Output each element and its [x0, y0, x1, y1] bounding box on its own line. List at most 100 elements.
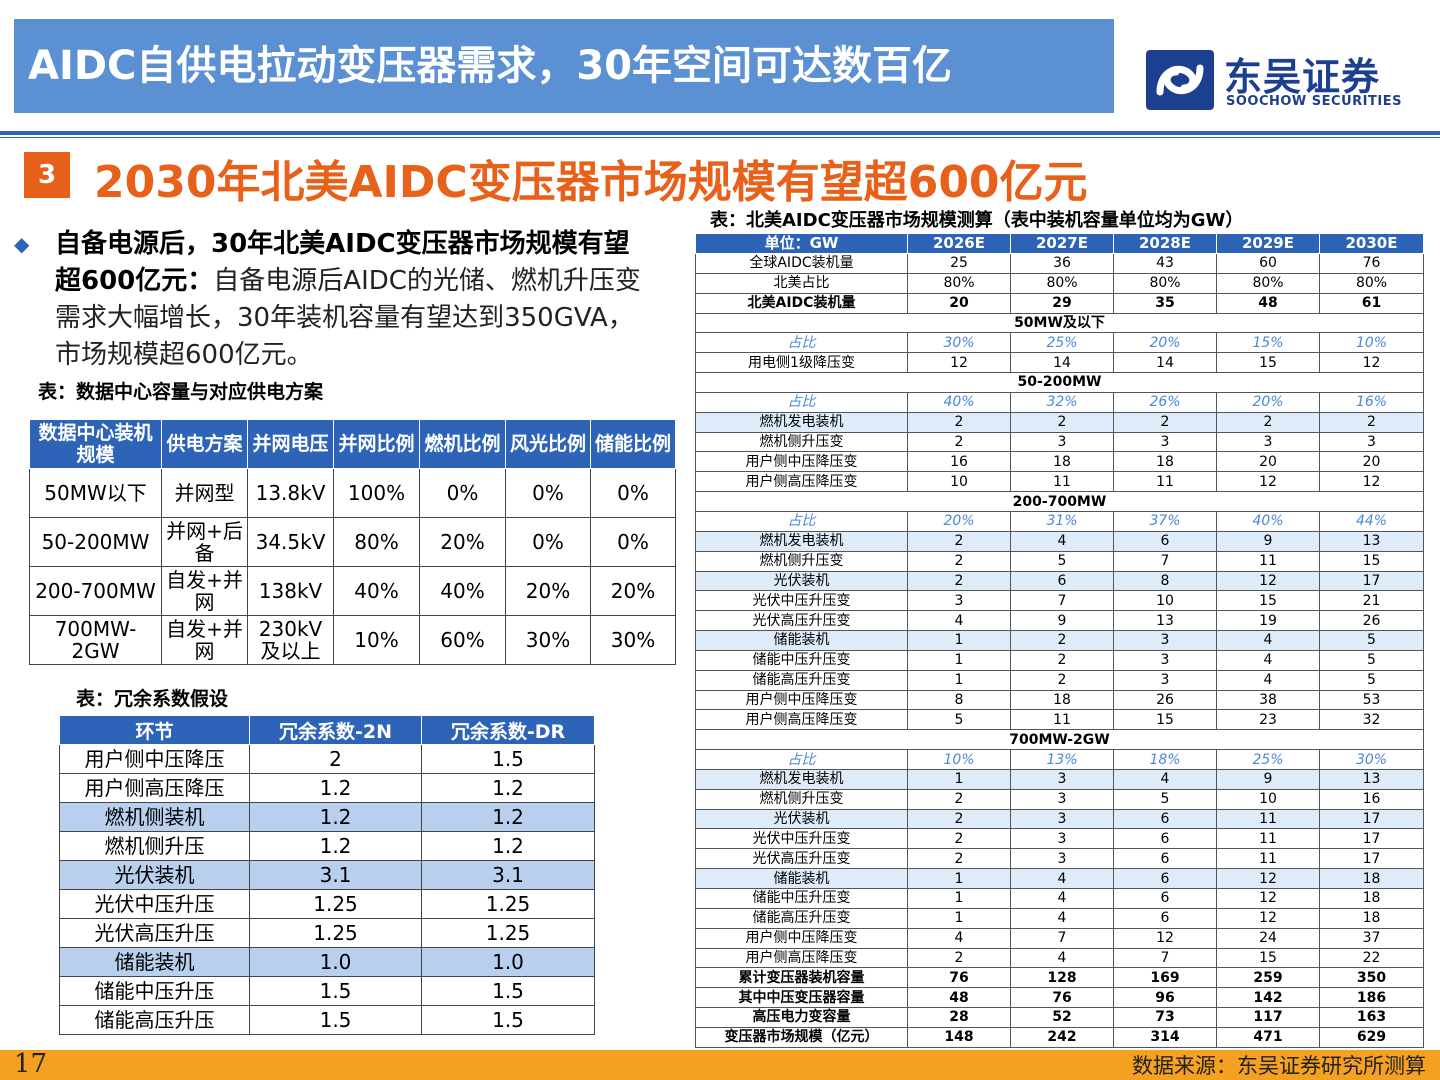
market-cell: 80% — [1113, 272, 1217, 294]
market-cell: 96 — [1113, 987, 1217, 1009]
table-row: 光伏装机 2 6 8 12 17 — [695, 570, 1424, 592]
redundancy-cell: 1.0 — [249, 947, 422, 977]
market-cell: 占比 — [695, 332, 908, 354]
table-row: 占比 40% 32% 26% 20% 16% — [695, 391, 1424, 413]
market-cell: 5 — [1319, 669, 1424, 691]
market-cell: 18 — [1319, 868, 1424, 889]
market-cell: 5 — [1010, 550, 1114, 572]
market-cell: 用户侧高压降压变 — [695, 471, 908, 493]
market-cell: 23 — [1216, 709, 1320, 731]
market-cell: 12 — [1216, 868, 1320, 889]
table-row: 储能高压升压 1.5 1.5 — [59, 1005, 595, 1035]
market-table-caption: 表：北美AIDC变压器市场规模测算（表中装机容量单位均为GW） — [710, 210, 1244, 231]
summary-paragraph: 自备电源后，30年北美AIDC变压器市场规模有望超600亿元：自备电源后AIDC… — [55, 226, 655, 374]
market-cell: 用户侧高压降压变 — [695, 709, 908, 731]
market-cell: 30% — [907, 332, 1011, 354]
market-cell: 变压器市场规模（亿元） — [695, 1026, 908, 1048]
supply-cell: 230kV及以上 — [247, 615, 334, 665]
market-cell: 1 — [907, 768, 1011, 790]
market-cell: 累计变压器装机容量 — [695, 967, 908, 989]
redundancy-cell: 光伏装机 — [59, 860, 250, 890]
table-row: 高压电力变容量 28 52 73 117 163 — [695, 1007, 1424, 1028]
market-cell: 2 — [1010, 649, 1114, 671]
market-cell: 48 — [1216, 292, 1320, 314]
supply-cell: 0% — [505, 468, 591, 518]
market-cell: 光伏高压升压变 — [695, 848, 908, 870]
market-cell: 10% — [1319, 332, 1424, 354]
market-cell: 13 — [1319, 768, 1424, 790]
market-cell: 2 — [907, 550, 1011, 572]
market-cell: 80% — [1216, 272, 1320, 294]
market-cell: 燃机侧升压变 — [695, 550, 908, 572]
market-cell: 13 — [1113, 610, 1217, 632]
market-cell: 3 — [1010, 768, 1114, 790]
soochow-logo-icon — [1146, 50, 1214, 110]
market-header-cell: 2027E — [1010, 233, 1114, 254]
supply-header-cell: 储能比例 — [590, 419, 676, 469]
section-title: 2030年北美AIDC变压器市场规模有望超600亿元 — [94, 157, 1088, 208]
table-row: 用户侧高压降压变 10 11 11 12 12 — [695, 471, 1424, 493]
redundancy-header-cell: 冗余系数-DR — [421, 715, 595, 745]
market-section-label: 50MW及以下 — [695, 312, 1424, 334]
market-cell: 2 — [907, 788, 1011, 810]
market-cell: 7 — [1113, 550, 1217, 572]
market-cell: 2 — [1010, 630, 1114, 651]
market-cell: 35 — [1113, 292, 1217, 314]
table-row: 50-200MW — [695, 372, 1424, 393]
table-row: 储能高压升压变 1 4 6 12 18 — [695, 907, 1424, 929]
market-cell: 2 — [1010, 669, 1114, 691]
market-cell: 18 — [1113, 451, 1217, 473]
market-cell: 15 — [1216, 947, 1320, 969]
table-row: 其中中压变压器容量 48 76 96 142 186 — [695, 987, 1424, 1009]
market-cell: 25% — [1216, 749, 1320, 770]
market-cell: 128 — [1010, 967, 1114, 989]
market-cell: 8 — [907, 689, 1011, 711]
market-cell: 用户侧中压降压变 — [695, 451, 908, 473]
logo-english-name: SOOCHOW SECURITIES — [1226, 94, 1402, 109]
market-cell: 2 — [907, 848, 1011, 870]
redundancy-header-cell: 环节 — [59, 715, 250, 745]
market-cell: 10 — [1113, 590, 1217, 612]
market-cell: 12 — [1319, 471, 1424, 493]
redundancy-cell: 1.5 — [421, 1005, 595, 1035]
market-cell: 30% — [1319, 749, 1424, 770]
market-cell: 光伏中压升压变 — [695, 828, 908, 850]
market-cell: 26 — [1319, 610, 1424, 632]
market-cell: 2 — [1216, 411, 1320, 433]
market-cell: 6 — [1113, 808, 1217, 830]
supply-header-cell: 并网电压 — [247, 419, 334, 469]
market-cell: 26 — [1113, 689, 1217, 711]
table-row: 储能装机 1 2 3 4 5 — [695, 630, 1424, 651]
redundancy-cell: 1.5 — [249, 976, 422, 1006]
market-header-cell: 2030E — [1319, 233, 1424, 254]
table-row: 储能中压升压 1.5 1.5 — [59, 976, 595, 1006]
market-cell: 15 — [1216, 352, 1320, 374]
supply-header-cell: 燃机比例 — [419, 419, 506, 469]
market-cell: 36 — [1010, 253, 1114, 274]
market-cell: 3 — [1216, 431, 1320, 453]
market-cell: 燃机侧升压变 — [695, 431, 908, 453]
market-cell: 3 — [1010, 808, 1114, 830]
market-cell: 61 — [1319, 292, 1424, 314]
market-cell: 10 — [907, 471, 1011, 493]
market-cell: 13 — [1319, 530, 1424, 552]
market-cell: 12 — [1113, 927, 1217, 949]
market-cell: 73 — [1113, 1007, 1217, 1028]
market-cell: 3 — [1010, 788, 1114, 810]
table-row: 光伏装机 3.1 3.1 — [59, 860, 595, 890]
market-cell: 4 — [907, 927, 1011, 949]
market-cell: 3 — [1113, 649, 1217, 671]
redundancy-cell: 1.2 — [421, 831, 595, 861]
market-cell: 储能装机 — [695, 630, 908, 651]
redundancy-cell: 燃机侧升压 — [59, 831, 250, 861]
market-cell: 6 — [1113, 848, 1217, 870]
market-cell: 25% — [1010, 332, 1114, 354]
table-row: 用户侧高压降压变 2 4 7 15 22 — [695, 947, 1424, 969]
supply-cell: 138kV — [247, 566, 334, 616]
market-cell: 用户侧中压降压变 — [695, 927, 908, 949]
market-cell: 储能高压升压变 — [695, 669, 908, 691]
market-cell: 2 — [907, 947, 1011, 969]
market-cell: 12 — [907, 352, 1011, 374]
market-cell: 186 — [1319, 987, 1424, 1009]
supply-cell: 0% — [505, 517, 591, 567]
